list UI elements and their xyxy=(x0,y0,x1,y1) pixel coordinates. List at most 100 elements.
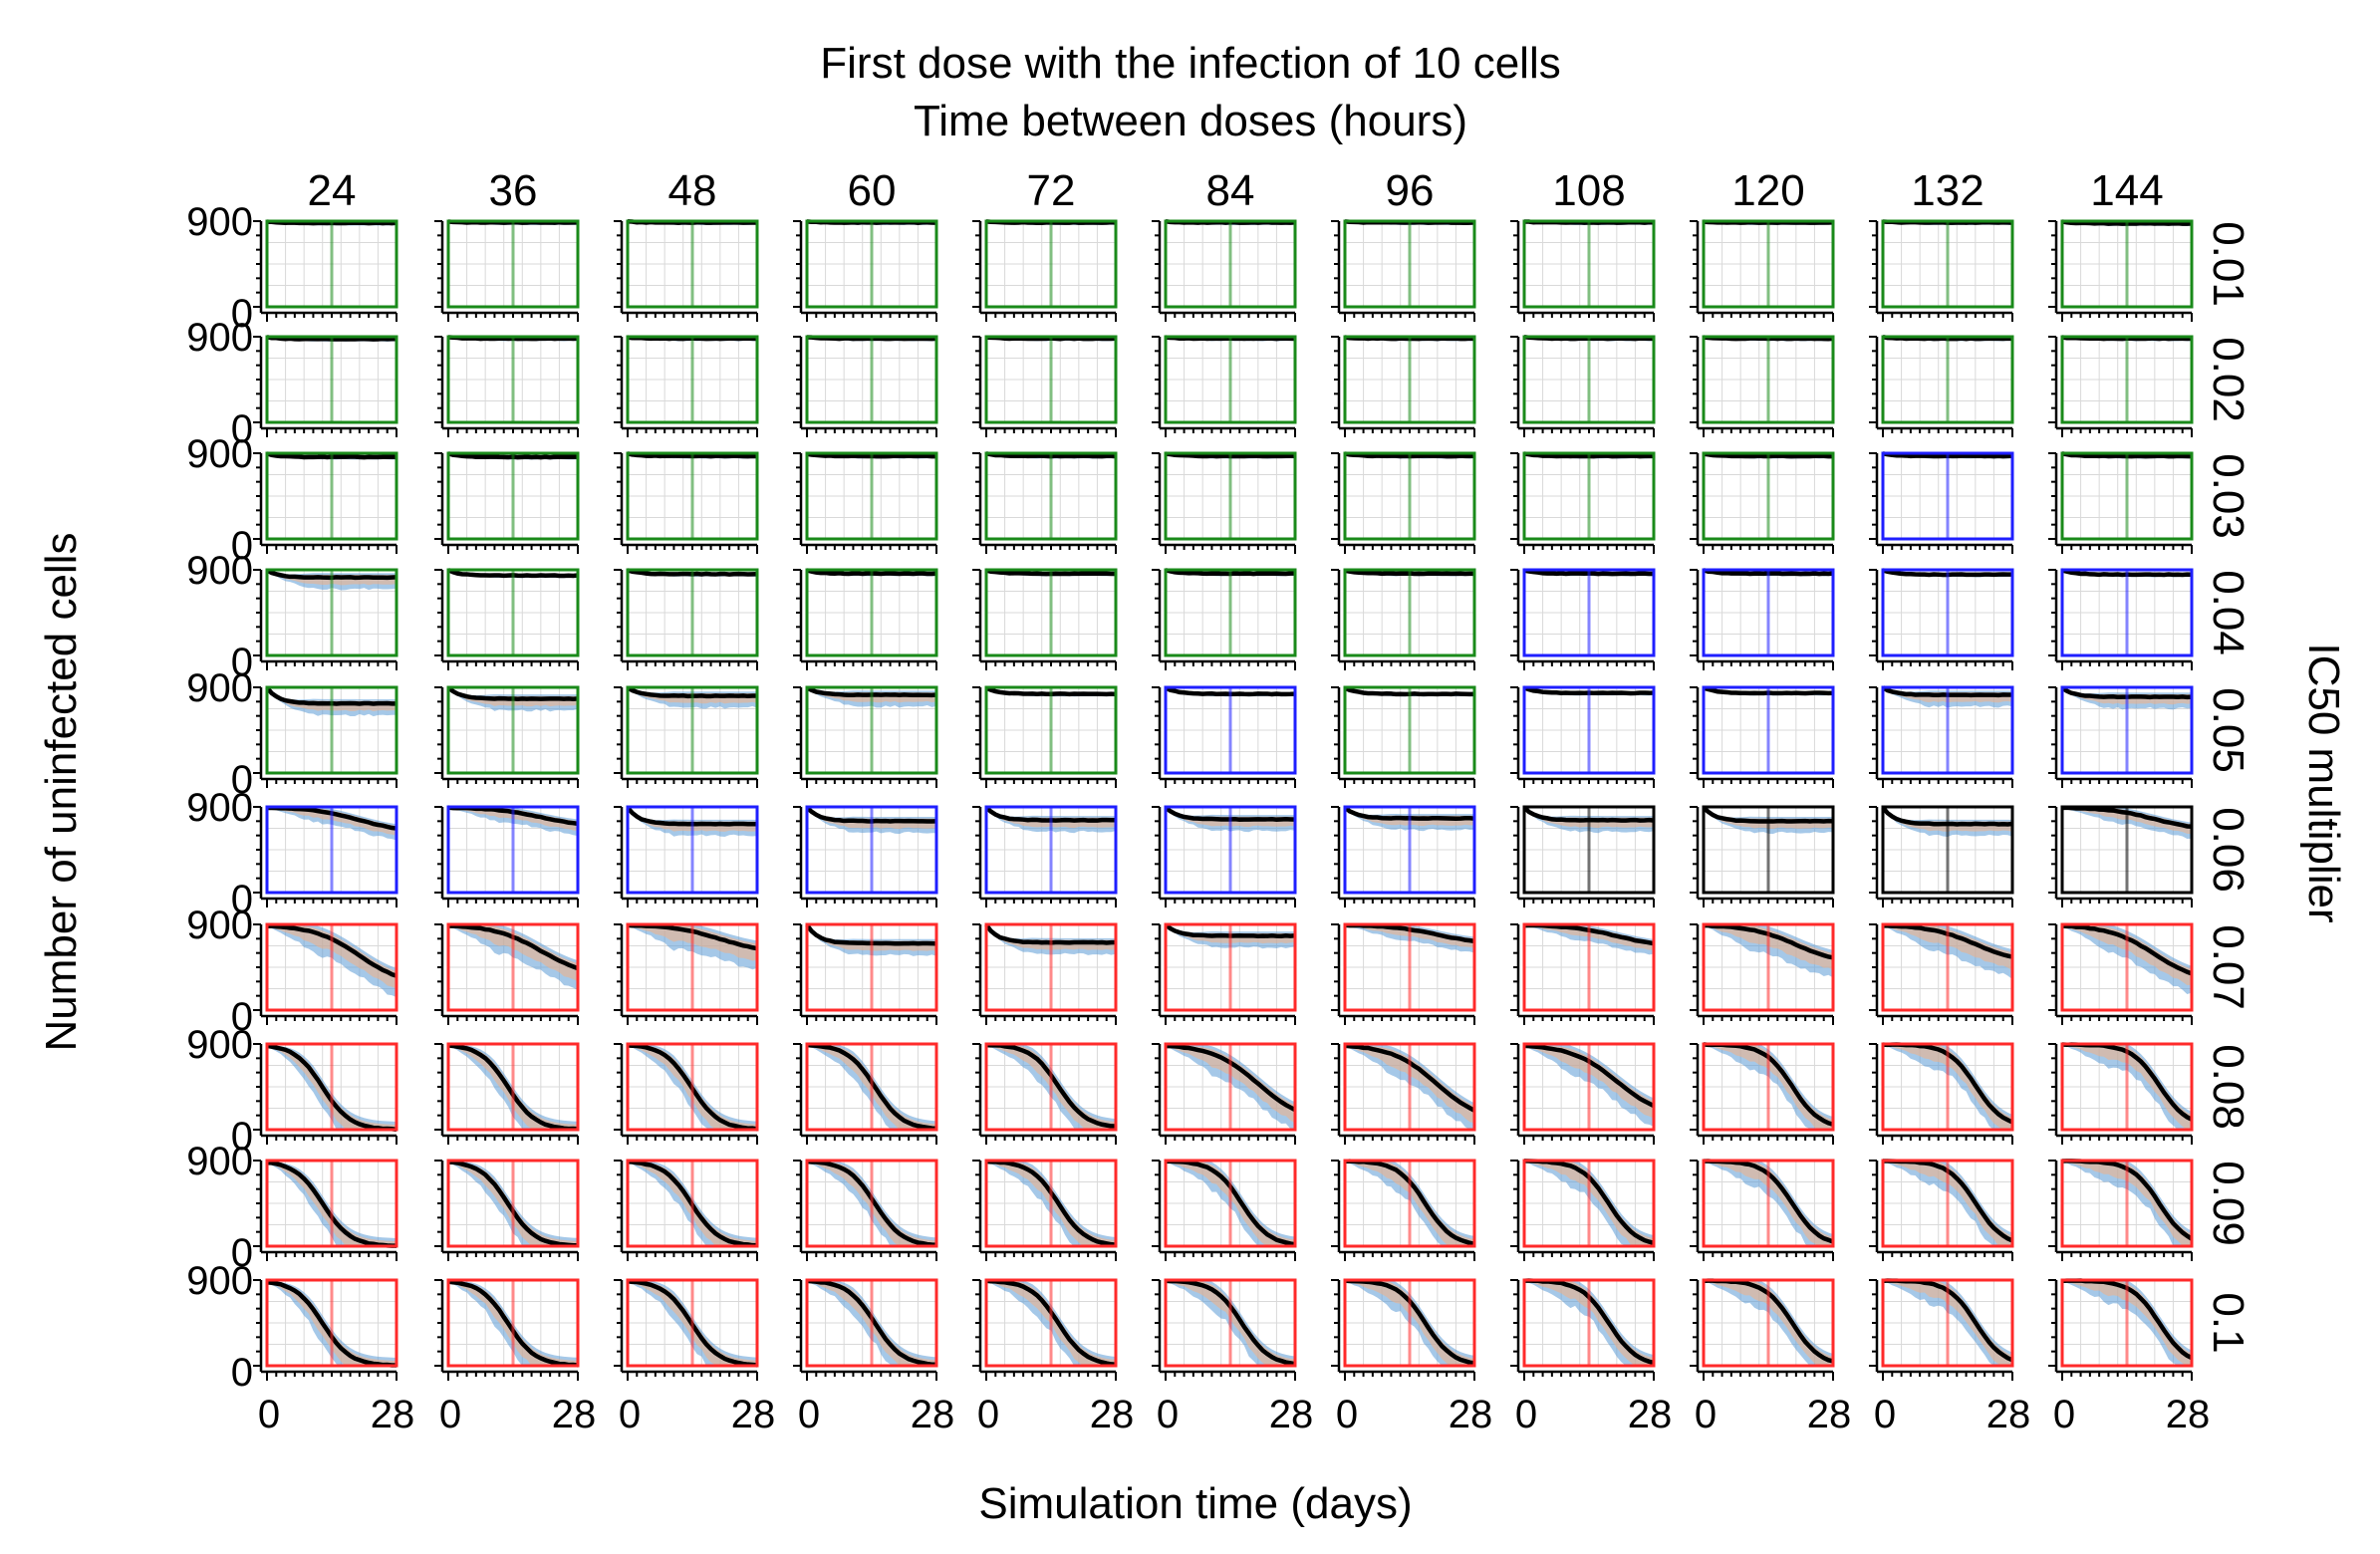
row-axis-label: IC50 multiplier xyxy=(2299,643,2348,922)
y-tick-label: 900 xyxy=(186,1023,253,1067)
panel-frame xyxy=(2060,685,2194,775)
panel-frame xyxy=(626,685,759,775)
panel-r9-c4: 0 28 xyxy=(972,1278,1134,1436)
panel-frame xyxy=(1522,1042,1656,1132)
panel-frame xyxy=(626,335,759,424)
x-tick-label: 28 xyxy=(1269,1393,1314,1436)
y-tick-label: 900 xyxy=(186,200,253,244)
panel-r5-c9 xyxy=(1869,805,2014,907)
x-tick-label: 0 xyxy=(2053,1393,2075,1436)
panel-frame xyxy=(1522,1278,1656,1368)
y-tick-label: 900 xyxy=(186,786,253,830)
panel-frame xyxy=(1343,219,1476,309)
panel-frame xyxy=(265,219,398,309)
band-blue xyxy=(1524,1044,1654,1127)
y-tick-label: 0 xyxy=(231,1115,253,1159)
panel-r8-c3 xyxy=(793,1159,938,1261)
row-label: 0.05 xyxy=(2204,687,2252,773)
panel-r9-c0: 900 00 28 xyxy=(186,1259,414,1436)
panel-frame xyxy=(626,1159,759,1248)
panel-frame xyxy=(1881,1278,2014,1368)
panel-r8-c6 xyxy=(1331,1159,1476,1261)
x-axis-label: Simulation time (days) xyxy=(978,1479,1412,1528)
panel-r2-c4 xyxy=(972,451,1118,554)
panel-frame xyxy=(1164,1042,1297,1132)
column-header: 96 xyxy=(1386,166,1435,215)
panel-r9-c3: 0 28 xyxy=(793,1278,954,1436)
panel-frame xyxy=(1343,1159,1476,1248)
panel-r5-c8 xyxy=(1690,805,1835,907)
panel-frame xyxy=(984,685,1118,775)
x-tick-label: 0 xyxy=(619,1393,641,1436)
x-tick-label: 28 xyxy=(1449,1393,1493,1436)
panel-frame xyxy=(805,1159,938,1248)
panel-r0-c10: 144 0.01 xyxy=(2048,166,2252,322)
panel-r2-c1 xyxy=(434,451,580,554)
panel-frame xyxy=(1164,805,1297,895)
row-label: 0.06 xyxy=(2204,807,2252,893)
band-blue xyxy=(2062,1161,2192,1246)
panel-frame xyxy=(626,805,759,895)
panel-r2-c0: 900 0 xyxy=(186,432,398,568)
band-blue xyxy=(1883,1044,2012,1130)
panel-frame xyxy=(2060,335,2194,424)
panel-frame xyxy=(1881,451,2014,541)
panel-frame xyxy=(1164,335,1297,424)
panel-frame xyxy=(1702,1278,1835,1368)
panel-frame xyxy=(446,335,580,424)
panel-frame xyxy=(1343,685,1476,775)
panel-frame xyxy=(446,805,580,895)
band-orange xyxy=(2062,924,2192,986)
panel-r8-c9 xyxy=(1869,1159,2014,1261)
panel-frame xyxy=(1164,568,1297,657)
band-blue xyxy=(1166,1044,1295,1130)
panel-frame xyxy=(1343,568,1476,657)
panel-frame xyxy=(2060,1042,2194,1132)
band-blue xyxy=(1883,1280,2012,1366)
column-header: 120 xyxy=(1731,166,1804,215)
panel-frame xyxy=(446,922,580,1012)
panel-r9-c10: 0 28 0.1 xyxy=(2048,1278,2252,1436)
x-tick-label: 0 xyxy=(1336,1393,1358,1436)
panel-frame xyxy=(984,568,1118,657)
column-header: 60 xyxy=(848,166,897,215)
panel-frame xyxy=(265,335,398,424)
panel-frame xyxy=(626,922,759,1012)
band-orange xyxy=(267,1046,397,1130)
band-orange xyxy=(1704,924,1833,970)
panel-r7-c9 xyxy=(1869,1042,2014,1145)
panel-r5-c2 xyxy=(614,805,759,907)
panel-r4-c5 xyxy=(1152,685,1297,788)
panel-r1-c10: 0.02 xyxy=(2048,335,2252,437)
panel-frame xyxy=(2060,1278,2194,1368)
y-tick-label: 900 xyxy=(186,666,253,710)
x-tick-label: 28 xyxy=(731,1393,776,1436)
band-orange xyxy=(267,1163,397,1246)
panel-frame xyxy=(984,805,1118,895)
x-tick-label: 0 xyxy=(1157,1393,1179,1436)
panel-r3-c1 xyxy=(434,568,580,670)
row-label: 0.03 xyxy=(2204,453,2252,539)
panel-r8-c0: 900 0 xyxy=(186,1140,398,1275)
panel-frame xyxy=(2060,451,2194,541)
y-tick-label: 900 xyxy=(186,316,253,360)
x-tick-label: 28 xyxy=(1628,1393,1673,1436)
panel-frame xyxy=(1702,805,1835,895)
panel-frame xyxy=(265,451,398,541)
panel-r7-c2 xyxy=(614,1042,759,1145)
x-tick-label: 0 xyxy=(1515,1393,1537,1436)
panel-r1-c2 xyxy=(614,335,759,437)
y-tick-label: 900 xyxy=(186,432,253,476)
panel-frame xyxy=(805,1278,938,1368)
panel-r7-c1 xyxy=(434,1042,580,1145)
panel-r3-c3 xyxy=(793,568,938,670)
panel-r2-c10: 0.03 xyxy=(2048,451,2252,554)
panel-r1-c5 xyxy=(1152,335,1297,437)
panel-r4-c9 xyxy=(1869,685,2014,788)
column-header: 132 xyxy=(1911,166,1983,215)
y-tick-label: 900 xyxy=(186,904,253,947)
panel-r8-c8 xyxy=(1690,1159,1835,1261)
panel-frame xyxy=(1522,335,1656,424)
panel-r0-c0: 900 0 24 xyxy=(186,166,398,336)
